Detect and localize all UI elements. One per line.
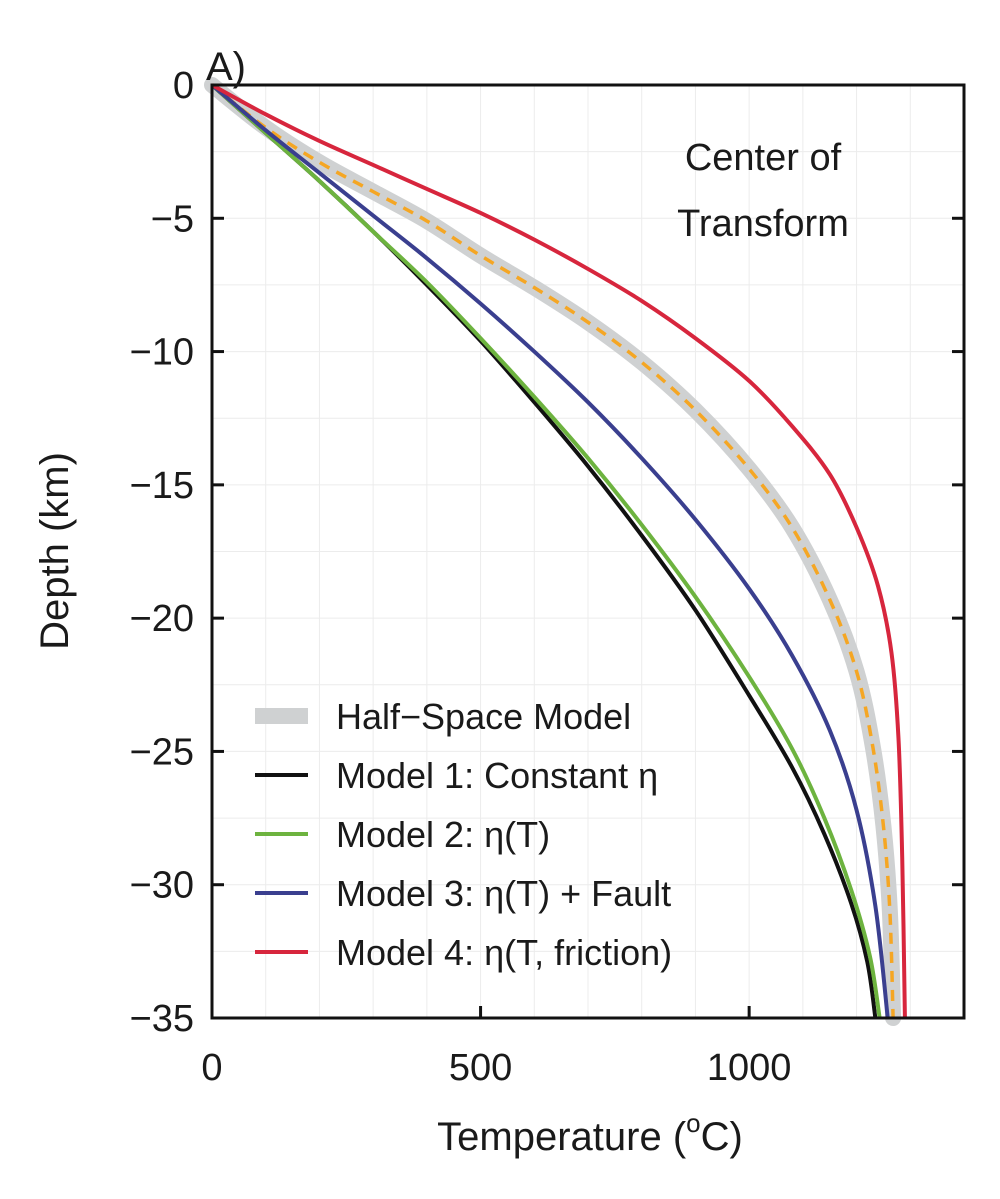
series-line-6 (211, 83, 907, 1019)
y-axis-title: Depth (km) (33, 452, 77, 650)
series-line-4 (210, 83, 882, 1019)
y-tick-label: −35 (130, 998, 194, 1040)
series-line-2 (210, 83, 895, 1019)
legend-label-5: Model 4: η(T, friction) (336, 932, 672, 973)
legend-label-1: Half−Space Model (336, 696, 631, 737)
x-axis-title-main: Temperature ( (437, 1115, 687, 1159)
legend-label-2: Model 1: Constant η (336, 755, 658, 796)
ticks (210, 83, 964, 1020)
y-tick-label: −10 (130, 332, 194, 374)
plot-series (204, 77, 907, 1026)
y-tick-label: −20 (130, 598, 194, 640)
legend: Half−Space Model Model 1: Constant η Model… (255, 696, 672, 973)
x-axis-title-sup: o (686, 1108, 700, 1138)
panel-label: A) (206, 45, 246, 89)
tick-labels: 0 500 1000 0 −5 −10 −15 −20 −25 −30 −35 (130, 65, 792, 1089)
y-tick-label: 0 (173, 65, 194, 107)
y-tick-label: −25 (130, 731, 194, 773)
y-tick-label: −5 (151, 198, 194, 240)
y-tick-label: −15 (130, 465, 194, 507)
legend-label-4: Model 3: η(T) + Fault (336, 873, 671, 914)
x-tick-label: 0 (201, 1047, 222, 1089)
series-line-5 (210, 83, 890, 1019)
plot-frame (210, 83, 966, 1020)
x-tick-label: 1000 (707, 1047, 792, 1089)
annotation-line-2: Transform (677, 203, 849, 245)
x-axis-title-end: C) (701, 1115, 743, 1159)
annotation-line-1: Center of (685, 137, 842, 179)
y-tick-label: −30 (130, 865, 194, 907)
legend-label-3: Model 2: η(T) (336, 814, 550, 855)
x-axis-title: Temperature (oC) (437, 1108, 743, 1159)
x-tick-label: 500 (449, 1047, 512, 1089)
